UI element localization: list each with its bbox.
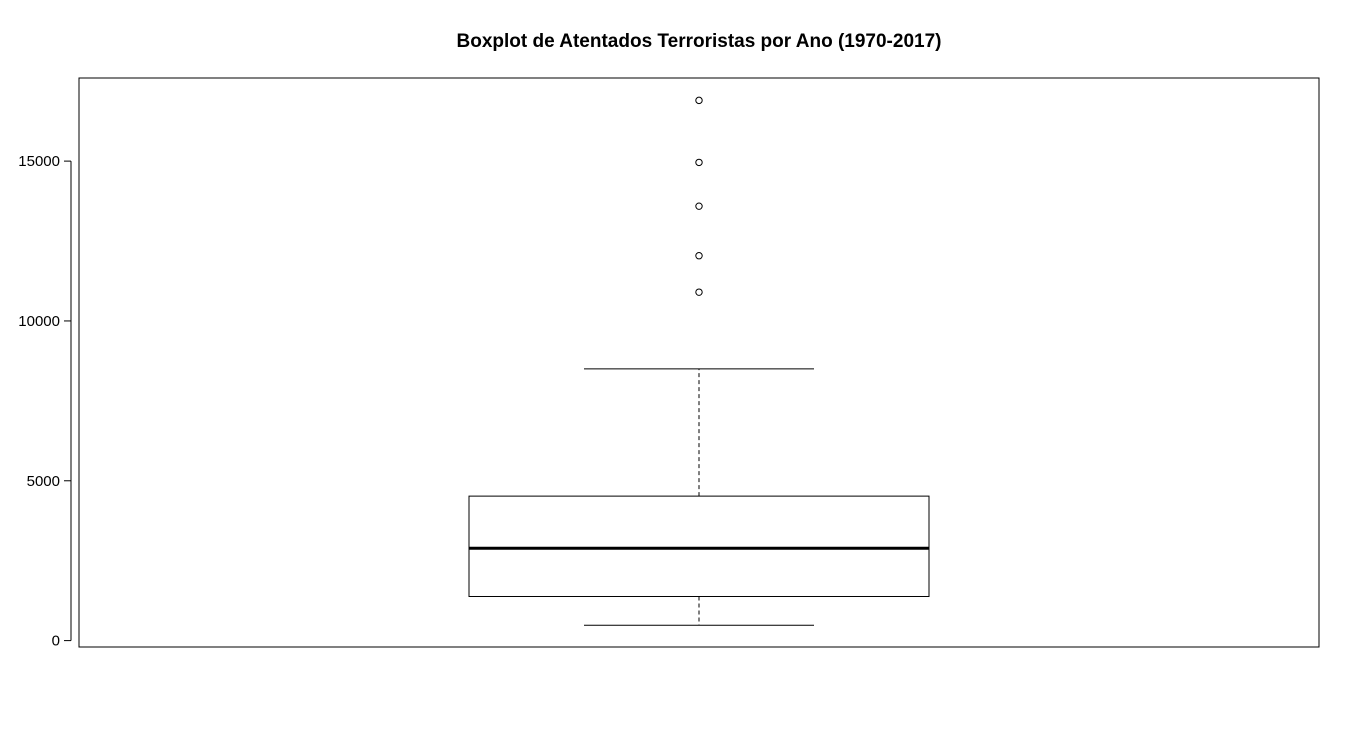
- y-tick-label: 5000: [27, 473, 60, 490]
- outlier-point: [695, 288, 703, 296]
- y-tick-label: 15000: [18, 153, 60, 170]
- y-tick-label: 10000: [18, 313, 60, 330]
- y-axis: 0 5000 10000 15000: [18, 153, 71, 650]
- iqr-box: [468, 495, 930, 597]
- box-group: [468, 368, 930, 626]
- outlier-point: [695, 158, 703, 167]
- chart-title: Boxplot de Atentados Terroristas por Ano…: [457, 31, 942, 52]
- outlier-point: [695, 96, 703, 105]
- plot-frame: [78, 77, 1320, 648]
- y-tick-label: 0: [52, 633, 60, 650]
- outliers: [695, 96, 703, 296]
- outlier-point: [695, 252, 703, 260]
- outlier-point: [695, 202, 703, 210]
